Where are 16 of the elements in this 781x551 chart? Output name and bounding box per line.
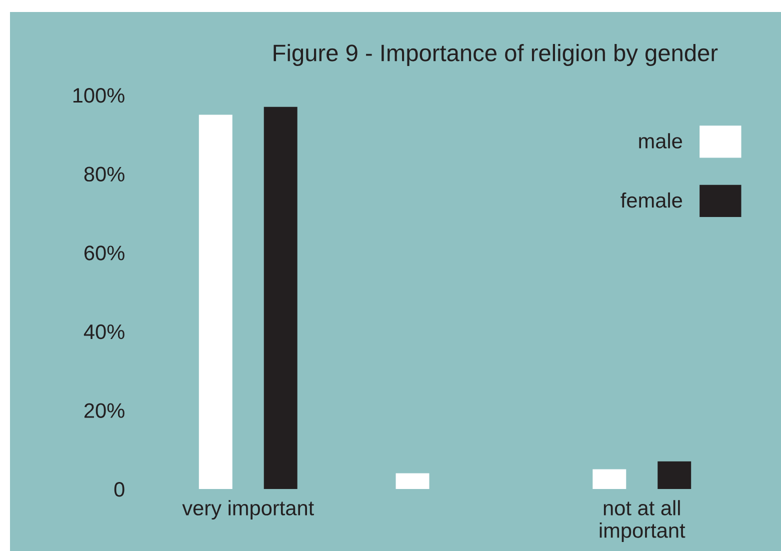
- legend-label: male: [639, 133, 682, 148]
- y-tick-label: 80%: [84, 166, 124, 182]
- y-tick-label: 100%: [73, 88, 124, 103]
- y-tick-label: 40%: [84, 324, 124, 340]
- bar: [198, 114, 232, 489]
- y-tick-label: 60%: [84, 246, 124, 260]
- bar: [396, 473, 430, 489]
- bar: [592, 469, 626, 489]
- x-tick-label: not at all important: [600, 500, 686, 542]
- y-tick-label: 0: [114, 482, 124, 497]
- bar: [264, 106, 298, 489]
- bar: [658, 461, 692, 489]
- legend-label: female: [620, 192, 682, 208]
- chart-title: Figure 9 - Importance of religion by gender: [274, 44, 718, 66]
- y-tick-label: 20%: [84, 403, 124, 418]
- x-tick-label: very important: [182, 500, 314, 520]
